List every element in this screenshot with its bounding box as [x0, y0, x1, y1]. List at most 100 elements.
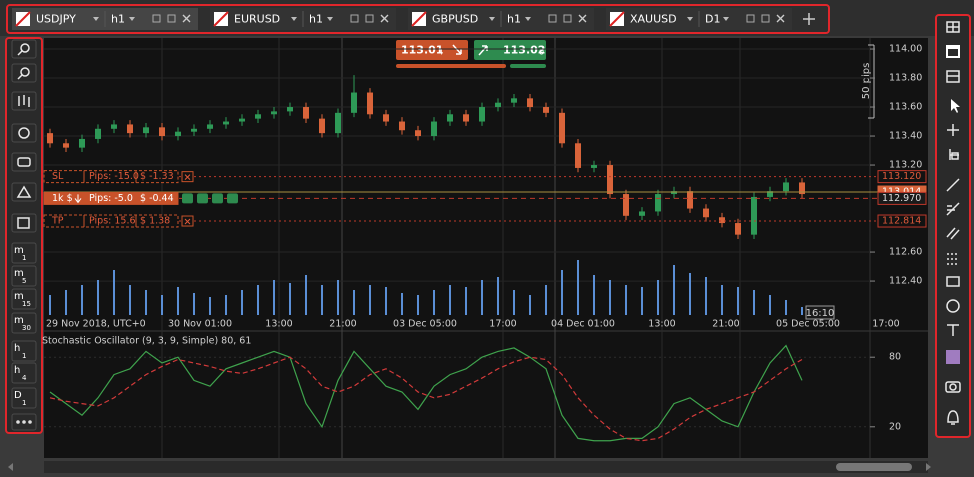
timeframe-button[interactable]: [11, 340, 37, 362]
symbol-dropdown[interactable]: [489, 17, 495, 21]
zoom-out[interactable]: [11, 63, 37, 83]
buy-button[interactable]: [474, 40, 546, 60]
candle-body: [319, 118, 325, 134]
order-tag: TP: [51, 216, 64, 227]
timeframe-button[interactable]: [11, 242, 37, 264]
clone-icon[interactable]: [167, 14, 176, 23]
channel-tool[interactable]: [946, 227, 960, 240]
horizontal-line-tool[interactable]: [947, 253, 959, 265]
candle-body: [287, 107, 293, 112]
rectangle-tool[interactable]: [946, 276, 960, 287]
measure-tool[interactable]: [949, 149, 959, 160]
pointer-tool[interactable]: [951, 99, 960, 113]
scroll-right[interactable]: [926, 463, 931, 471]
order-pnl: $ -1.33: [140, 171, 174, 182]
fibonacci-tool[interactable]: [946, 202, 960, 216]
close-tab[interactable]: [578, 14, 587, 23]
volume-bar: [529, 295, 531, 315]
clone-icon[interactable]: [761, 14, 770, 23]
detach-icon[interactable]: [350, 14, 359, 23]
candle-body: [559, 112, 565, 144]
order-row[interactable]: [43, 214, 179, 228]
timeframe-dropdown[interactable]: [525, 17, 531, 21]
candle-body: [703, 208, 709, 218]
detach-icon[interactable]: [746, 14, 755, 23]
time-label: 21:00: [329, 319, 356, 330]
symbol-dropdown[interactable]: [687, 17, 693, 21]
crosshair-tool[interactable]: [947, 124, 959, 136]
text-tool[interactable]: [947, 324, 959, 336]
candle-body: [79, 138, 85, 148]
timeframe-button[interactable]: [11, 288, 37, 310]
timeframe-dropdown[interactable]: [723, 17, 729, 21]
volume-bar: [273, 280, 275, 315]
volume-bar: [353, 290, 355, 315]
candle-body: [639, 211, 645, 216]
y-tick-label: 113.80: [889, 73, 922, 84]
timeframe-number: 15: [22, 300, 31, 308]
timeframe-button[interactable]: [11, 312, 37, 334]
order-action[interactable]: [212, 193, 223, 204]
timeframe-button[interactable]: [11, 387, 37, 409]
timeframe-dropdown[interactable]: [129, 17, 135, 21]
tabs-outline: [6, 4, 830, 34]
volume-bar: [625, 285, 627, 315]
candle-body: [159, 127, 165, 137]
alerts-tool[interactable]: [947, 410, 959, 425]
scroll-left[interactable]: [8, 463, 13, 471]
candle-body: [207, 124, 213, 129]
countdown-box: [805, 305, 835, 320]
volume-bar: [369, 285, 371, 315]
volume-bar: [241, 290, 243, 315]
oscillator-title: Stochastic Oscillator (9, 3, 9, Simple) …: [42, 336, 251, 347]
tab-symbol: EURUSD: [234, 13, 280, 26]
volume-bar: [161, 295, 163, 315]
symbol-dropdown[interactable]: [291, 17, 297, 21]
oscillator-line: [49, 356, 803, 442]
close-tab[interactable]: [182, 14, 191, 23]
candle-body: [623, 194, 629, 216]
timeframe-number: 4: [22, 374, 27, 382]
detach-icon[interactable]: [548, 14, 557, 23]
candle-body: [719, 217, 725, 224]
time-grid: [161, 38, 741, 458]
close-tab[interactable]: [380, 14, 389, 23]
time-label: 05 Dec 05:00: [776, 319, 840, 330]
robots[interactable]: [11, 152, 37, 172]
timeframe-button[interactable]: [11, 265, 37, 287]
order-action[interactable]: [197, 193, 208, 204]
timeframe-button[interactable]: [11, 362, 37, 384]
volume-bar: [449, 285, 451, 315]
settings[interactable]: [11, 213, 37, 233]
timeframe-dropdown[interactable]: [327, 17, 333, 21]
screenshot-tool[interactable]: [945, 381, 961, 393]
timeframe-number: 1: [22, 399, 26, 407]
trendline-tool[interactable]: [946, 178, 960, 192]
clone-icon[interactable]: [365, 14, 374, 23]
order-action[interactable]: [227, 193, 238, 204]
candle-body: [543, 107, 549, 113]
price-level-label: 113.120: [882, 171, 921, 182]
color-picker[interactable]: [946, 350, 960, 364]
clone-icon[interactable]: [563, 14, 572, 23]
symbol-flag-stripe: [411, 11, 427, 27]
candle-body: [495, 102, 501, 108]
new-tab-button[interactable]: [803, 13, 815, 25]
volume-bar: [145, 290, 147, 315]
zoom-in[interactable]: [11, 39, 37, 59]
symbol-dropdown[interactable]: [93, 17, 99, 21]
sell-button[interactable]: [396, 40, 468, 60]
volume-bar: [305, 275, 307, 315]
scrollbar-thumb[interactable]: [836, 463, 912, 471]
detach-icon[interactable]: [152, 14, 161, 23]
volume-bar: [289, 283, 291, 315]
close-tab[interactable]: [776, 14, 785, 23]
ellipse-tool[interactable]: [946, 299, 960, 313]
timeframe-unit: m: [14, 268, 24, 279]
timeframe-unit: D: [14, 390, 22, 401]
indicators[interactable]: [11, 123, 37, 143]
order-action[interactable]: [182, 193, 193, 204]
candle-body: [655, 194, 661, 212]
order-row[interactable]: [43, 170, 179, 184]
volume-bar: [801, 307, 803, 315]
